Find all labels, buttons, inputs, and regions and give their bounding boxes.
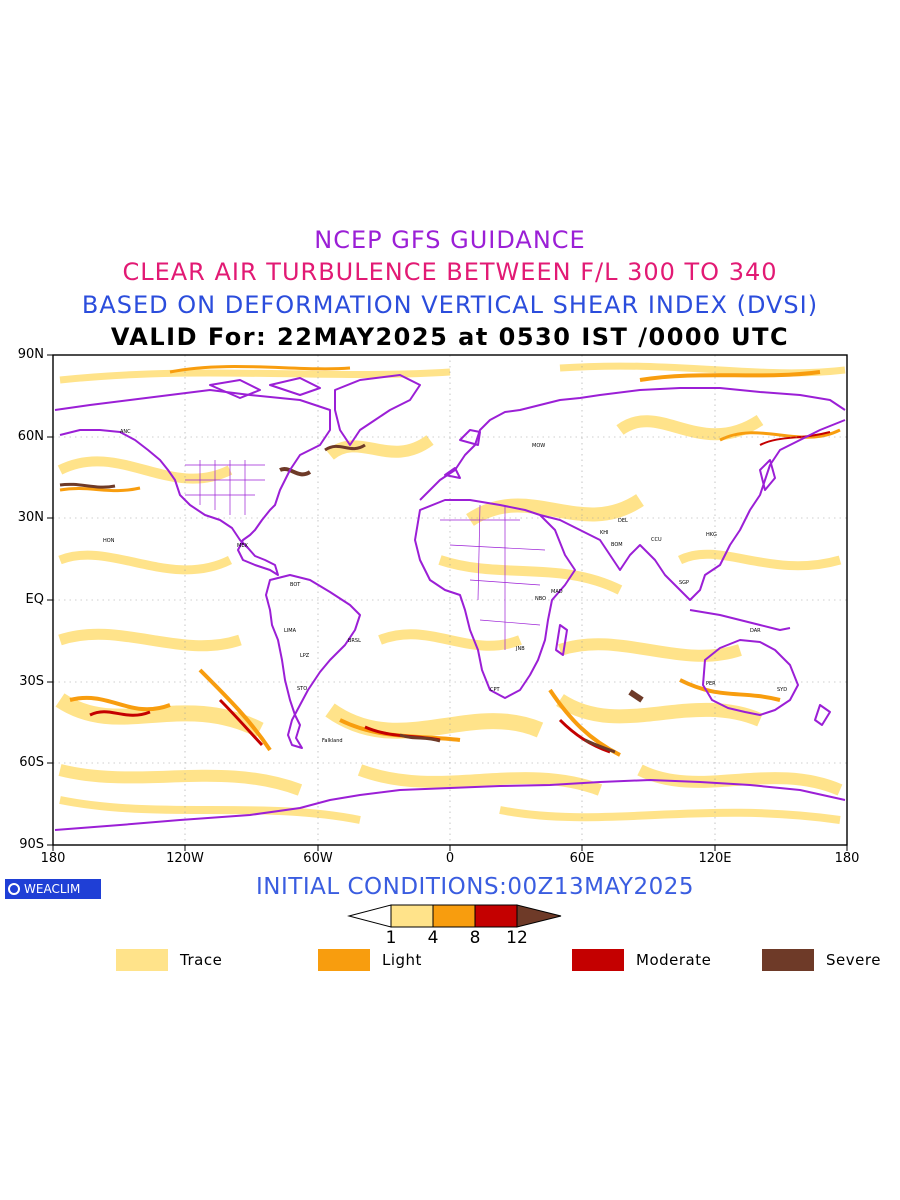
station-label: LIMA <box>284 628 297 634</box>
station-label: HON <box>103 538 115 544</box>
station-label: SYD <box>777 687 787 693</box>
lon-label: 0 <box>445 851 455 866</box>
lat-label: 60S <box>19 755 44 770</box>
lon-label: 180 <box>834 851 860 866</box>
legend-swatch <box>762 949 814 971</box>
legend-swatch <box>116 949 168 971</box>
station-label: LPZ <box>300 653 310 659</box>
title-line-3: BASED ON DEFORMATION VERTICAL SHEAR INDE… <box>81 291 819 319</box>
lat-label: 90S <box>19 837 44 852</box>
legend-swatch <box>572 949 624 971</box>
lon-label: 180 <box>40 851 66 866</box>
lat-label: 30S <box>19 674 44 689</box>
graticule <box>53 355 847 845</box>
colorbar-segment-trace <box>390 904 434 928</box>
lon-label: 120W <box>166 851 204 866</box>
station-label: Falkland <box>322 738 343 744</box>
title-line-1: NCEP GFS GUIDANCE <box>314 226 586 254</box>
title-line-2: CLEAR AIR TURBULENCE BETWEEN F/L 300 TO … <box>122 258 778 286</box>
station-label: SGP <box>679 580 689 586</box>
lat-label: 60N <box>17 429 44 444</box>
station-label: KHI <box>600 530 609 536</box>
weaclim-badge: WEACLIM <box>5 879 101 899</box>
legend-item-light: Light <box>318 949 422 971</box>
copyright-icon <box>8 883 20 895</box>
legend-label: Trace <box>180 951 223 969</box>
legend-label: Light <box>382 951 422 969</box>
badge-label: WEACLIM <box>24 882 81 896</box>
coastlines <box>54 374 846 831</box>
map-field: ANC HON MEX BOT LIMA LPZ STO BRSL Falkland MOW KHI… <box>53 355 847 845</box>
colorbar-value: 8 <box>469 928 481 948</box>
station-label: NBO <box>535 596 546 602</box>
colorbar-segment-moderate <box>474 904 518 928</box>
colorbar-low-arrow <box>347 904 392 928</box>
lat-label: 30N <box>17 510 44 525</box>
colorbar-value: 1 <box>385 928 397 948</box>
axis-ticks <box>47 354 848 851</box>
station-label: ANC <box>120 429 131 435</box>
station-labels: ANC HON MEX BOT LIMA LPZ STO BRSL Falkland MOW KHI… <box>103 429 787 744</box>
lat-label: 90N <box>17 347 44 362</box>
station-label: BOM <box>611 542 623 548</box>
initial-conditions: INITIAL CONDITIONS:00Z13MAY2025 <box>256 874 694 900</box>
station-label: BOT <box>290 582 301 588</box>
turbulence-streaks <box>55 362 846 824</box>
colorbar-value: 12 <box>506 928 528 948</box>
lat-label: EQ <box>25 592 44 607</box>
legend-item-severe: Severe <box>762 949 881 971</box>
legend-swatch <box>318 949 370 971</box>
station-label: DEL <box>618 518 628 524</box>
station-label: BRSL <box>348 638 361 644</box>
colorbar-high-arrow <box>516 904 562 928</box>
colorbar-value: 4 <box>427 928 439 948</box>
lon-label: 120E <box>698 851 732 866</box>
station-label: MAD <box>551 589 563 595</box>
legend-item-moderate: Moderate <box>572 949 711 971</box>
station-label: MOW <box>532 443 545 449</box>
colorbar <box>347 904 562 928</box>
colorbar-segment-light <box>432 904 476 928</box>
lon-label: 60E <box>569 851 595 866</box>
lon-label: 60W <box>303 851 333 866</box>
legend-item-trace: Trace <box>116 949 222 971</box>
station-label: STO <box>297 686 307 692</box>
legend-label: Moderate <box>636 951 712 969</box>
legend-label: Severe <box>826 951 881 969</box>
station-label: HKG <box>706 532 717 538</box>
valid-time-title: VALID For: 22MAY2025 at 0530 IST /0000 U… <box>110 323 790 351</box>
station-label: PER <box>706 681 716 687</box>
station-label: CCU <box>651 537 662 543</box>
station-label: DAR <box>750 628 761 634</box>
station-label: CPT <box>490 687 501 693</box>
station-label: JNB <box>515 646 525 652</box>
station-label: MEX <box>237 543 248 549</box>
